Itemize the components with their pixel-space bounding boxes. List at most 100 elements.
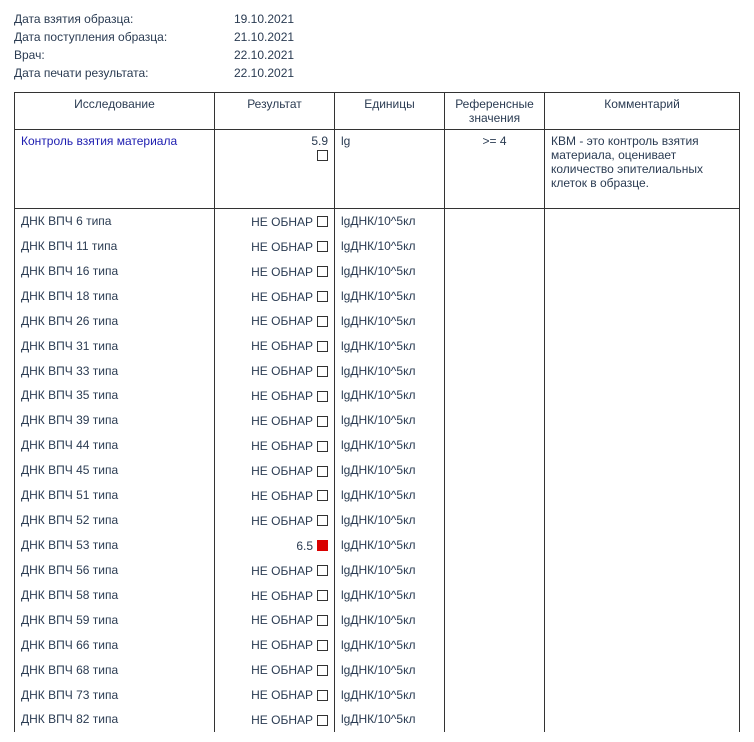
table-row: ДНК ВПЧ 56 типа НЕ ОБНАР lgДНК/10^5кл (15, 558, 740, 583)
cell-unit: lgДНК/10^5кл (335, 558, 445, 583)
flag-empty-icon (317, 216, 328, 227)
cell-result: НЕ ОБНАР (215, 583, 335, 608)
result-value: НЕ ОБНАР (251, 662, 313, 678)
table-row: ДНК ВПЧ 11 типаНЕ ОБНАРlgДНК/10^5кл (15, 234, 740, 259)
meta-value: 21.10.2021 (234, 28, 294, 46)
flag-empty-icon (317, 715, 328, 726)
cell-note (545, 309, 740, 334)
result-value: НЕ ОБНАР (251, 637, 313, 653)
meta-label: Врач: (14, 46, 234, 64)
table-row: ДНК ВПЧ 68 типаНЕ ОБНАРlgДНК/10^5кл (15, 658, 740, 683)
table-row: ДНК ВПЧ 53 типа6.5lgДНК/10^5кл (15, 533, 740, 558)
th-result: Результат (215, 93, 335, 130)
cell-result: НЕ ОБНАР (215, 383, 335, 408)
result-value: НЕ ОБНАР (251, 588, 313, 604)
cell-unit: lgДНК/10^5кл (335, 209, 445, 234)
flag-red-icon (317, 540, 328, 551)
table-row: ДНК ВПЧ 59 типаНЕ ОБНАРlgДНК/10^5кл (15, 608, 740, 633)
cell-result: НЕ ОБНАР (215, 234, 335, 259)
result-value: НЕ ОБНАР (251, 313, 313, 329)
cell-result: НЕ ОБНАР (215, 608, 335, 633)
cell-note (545, 583, 740, 608)
cell-ref (445, 633, 545, 658)
result-value: НЕ ОБНАР (251, 712, 313, 728)
result-value: НЕ ОБНАР (251, 563, 313, 579)
cell-test: ДНК ВПЧ 66 типа (15, 633, 215, 658)
cell-test: ДНК ВПЧ 16 типа (15, 259, 215, 284)
table-row: ДНК ВПЧ 66 типа НЕ ОБНАР lgДНК/10^5кл (15, 633, 740, 658)
cell-note (545, 558, 740, 583)
cell-test: ДНК ВПЧ 39 типа (15, 408, 215, 433)
result-value: НЕ ОБНАР (251, 463, 313, 479)
meta-label: Дата поступления образца: (14, 28, 234, 46)
cell-ref (445, 259, 545, 284)
result-value: НЕ ОБНАР (251, 388, 313, 404)
cell-note (545, 259, 740, 284)
cell-result: НЕ ОБНАР (215, 408, 335, 433)
cell-test: ДНК ВПЧ 44 типа (15, 433, 215, 458)
cell-test: ДНК ВПЧ 11 типа (15, 234, 215, 259)
cell-result: НЕ ОБНАР (215, 707, 335, 732)
cell-result: НЕ ОБНАР (215, 259, 335, 284)
cell-ref (445, 707, 545, 732)
cell-result: НЕ ОБНАР (215, 359, 335, 384)
cell-note (545, 458, 740, 483)
result-value: НЕ ОБНАР (251, 214, 313, 230)
flag-empty-icon (317, 615, 328, 626)
cell-ref (445, 359, 545, 384)
cell-result: НЕ ОБНАР (215, 309, 335, 334)
cell-test: Контроль взятия материала (15, 130, 215, 209)
th-ref: Референсные значения (445, 93, 545, 130)
cell-ref (445, 608, 545, 633)
cell-unit: lgДНК/10^5кл (335, 633, 445, 658)
flag-empty-icon (317, 466, 328, 477)
cell-note (545, 608, 740, 633)
cell-note (545, 334, 740, 359)
cell-result: НЕ ОБНАР (215, 508, 335, 533)
cell-unit: lg (335, 130, 445, 209)
cell-unit: lgДНК/10^5кл (335, 658, 445, 683)
cell-ref (445, 533, 545, 558)
flag-empty-icon (317, 391, 328, 402)
th-unit: Единицы (335, 93, 445, 130)
cell-ref (445, 209, 545, 234)
flag-empty-icon (317, 590, 328, 601)
meta-label: Дата взятия образца: (14, 10, 234, 28)
result-value: НЕ ОБНАР (251, 264, 313, 280)
flag-empty-icon (317, 150, 328, 161)
meta-value: 19.10.2021 (234, 10, 294, 28)
cell-test: ДНК ВПЧ 52 типа (15, 508, 215, 533)
flag-empty-icon (317, 341, 328, 352)
cell-test: ДНК ВПЧ 58 типа (15, 583, 215, 608)
cell-ref (445, 483, 545, 508)
flag-empty-icon (317, 441, 328, 452)
cell-ref (445, 558, 545, 583)
flag-empty-icon (317, 241, 328, 252)
flag-empty-icon (317, 490, 328, 501)
cell-test: ДНК ВПЧ 56 типа (15, 558, 215, 583)
result-value: 5.9 (221, 134, 328, 148)
table-row: ДНК ВПЧ 39 типаНЕ ОБНАРlgДНК/10^5кл (15, 408, 740, 433)
cell-ref (445, 658, 545, 683)
cell-unit: lgДНК/10^5кл (335, 408, 445, 433)
flag-empty-icon (317, 515, 328, 526)
cell-note (545, 284, 740, 309)
cell-test: ДНК ВПЧ 18 типа (15, 284, 215, 309)
table-row: ДНК ВПЧ 82 типаНЕ ОБНАРlgДНК/10^5кл (15, 707, 740, 732)
meta-value: 22.10.2021 (234, 46, 294, 64)
cell-unit: lgДНК/10^5кл (335, 433, 445, 458)
cell-result: НЕ ОБНАР (215, 683, 335, 708)
cell-note: КВМ - это контроль взятия материала, оце… (545, 130, 740, 209)
cell-test: ДНК ВПЧ 73 типа (15, 683, 215, 708)
cell-unit: lgДНК/10^5кл (335, 309, 445, 334)
cell-result: НЕ ОБНАР (215, 658, 335, 683)
cell-unit: lgДНК/10^5кл (335, 284, 445, 309)
cell-test: ДНК ВПЧ 45 типа (15, 458, 215, 483)
result-value: НЕ ОБНАР (251, 363, 313, 379)
cell-unit: lgДНК/10^5кл (335, 234, 445, 259)
cell-ref (445, 458, 545, 483)
cell-ref (445, 583, 545, 608)
result-value: НЕ ОБНАР (251, 338, 313, 354)
cell-note (545, 533, 740, 558)
cell-test: ДНК ВПЧ 33 типа (15, 359, 215, 384)
